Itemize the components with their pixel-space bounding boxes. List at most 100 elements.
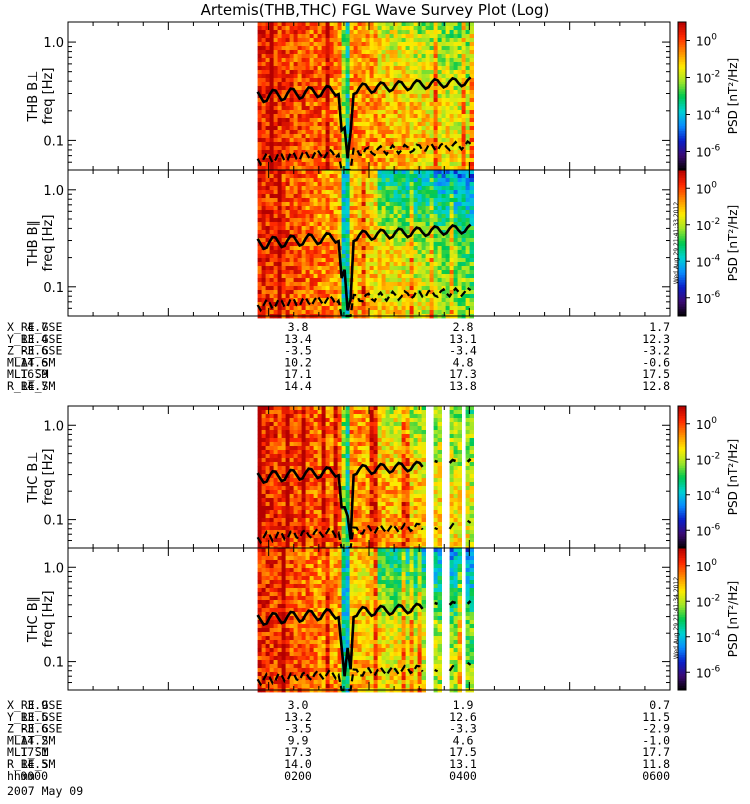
spectrogram-cell [274,46,278,50]
spectrogram-cell [462,278,466,282]
spectrogram-cell [390,58,394,62]
spectrogram-cell [274,114,278,118]
spectrogram-cell [350,82,354,86]
spectrogram-cell [470,94,474,98]
spectrogram-cell [418,242,422,246]
spectrogram-cell [430,254,434,258]
spectrogram-cell [342,78,346,82]
spectrogram-cell [378,34,382,38]
spectrogram-cell [294,506,298,510]
spectrogram-cell [434,50,438,54]
spectrogram-cell [362,178,366,182]
spectrogram-cell [422,214,426,218]
spectrogram-cell [414,182,418,186]
spectrogram-cell [346,46,350,50]
spectrogram-cell [418,274,422,278]
spectrogram-cell [302,422,306,426]
spectrogram-cell [346,218,350,222]
spectrogram-cell [470,162,474,166]
spectrogram-cell [290,38,294,42]
spectrogram-cell [270,270,274,274]
spectrogram-cell [466,90,470,94]
spectrogram-cell [382,102,386,106]
spectrogram-cell [290,134,294,138]
spectrogram-cell [366,218,370,222]
spectrogram-cell [386,26,390,30]
spectrogram-cell [434,186,438,190]
spectrogram-cell [322,450,326,454]
spectrogram-cell [290,102,294,106]
spectrogram-cell [446,270,450,274]
spectrogram-cell [426,198,430,202]
spectrogram-cell [358,254,362,258]
spectrogram-cell [326,478,330,482]
spectrogram-cell [326,474,330,478]
spectrogram-cell [362,266,366,270]
spectrogram-cell [454,162,458,166]
spectrogram-cell [426,154,430,158]
spectrogram-cell [362,142,366,146]
spectrogram-cell [274,102,278,106]
spectrogram-cell [390,74,394,78]
spectrogram-cell [454,242,458,246]
spectrogram-cell [390,218,394,222]
spectrogram-cell [378,94,382,98]
spectrogram-cell [282,62,286,66]
spectrogram-cell [286,454,290,458]
spectrogram-cell [430,134,434,138]
spectrogram-cell [326,462,330,466]
spectrogram-cell [318,410,322,414]
spectrogram-cell [334,178,338,182]
spectrogram-cell [306,50,310,54]
spectrogram-cell [302,490,306,494]
spectrogram-cell [454,122,458,126]
spectrogram-cell [262,410,266,414]
spectrogram-cell [462,182,466,186]
spectrogram-cell [434,254,438,258]
spectrogram-cell [386,98,390,102]
spectrogram-cell [382,34,386,38]
spectrogram-cell [258,62,262,66]
spectrogram-cell [466,122,470,126]
spectrogram-cell [390,114,394,118]
spectrogram-cell [438,170,442,174]
spectrogram-cell [366,158,370,162]
spectrogram-cell [442,90,446,94]
spectrogram-cell [458,190,462,194]
spectrogram-cell [306,66,310,70]
spectrogram-cell [438,210,442,214]
spectrogram-cell [306,82,310,86]
spectrogram-cell [310,34,314,38]
spectrogram-cell [410,174,414,178]
spectrogram-cell [306,158,310,162]
spectrogram-cell [386,258,390,262]
spectrogram-cell [446,310,450,314]
spectrogram-cell [314,118,318,122]
spectrogram-cell [274,130,278,134]
spectrogram-cell [358,282,362,286]
spectrogram-cell [398,270,402,274]
spectrogram-cell [266,514,270,518]
spectrogram-cell [306,490,310,494]
spectrogram-cell [286,182,290,186]
spectrogram-cell [266,54,270,58]
spectrogram-cell [262,510,266,514]
spectrogram-cell [438,58,442,62]
spectrogram-cell [438,238,442,242]
spectrogram-cell [434,54,438,58]
spectrogram-cell [430,194,434,198]
spectrogram-cell [314,130,318,134]
spectrogram-cell [314,22,318,26]
spectrogram-cell [386,46,390,50]
spectrogram-cell [406,262,410,266]
spectrogram-cell [274,42,278,46]
spectrogram-cell [346,230,350,234]
spectrogram-cell [330,74,334,78]
spectrogram-cell [354,210,358,214]
spectrogram-cell [378,50,382,54]
colorbar-tick-label: 10-2 [696,217,720,233]
spectrogram-cell [342,202,346,206]
spectrogram-cell [346,170,350,174]
spectrogram-cell [438,198,442,202]
spectrogram-cell [270,442,274,446]
